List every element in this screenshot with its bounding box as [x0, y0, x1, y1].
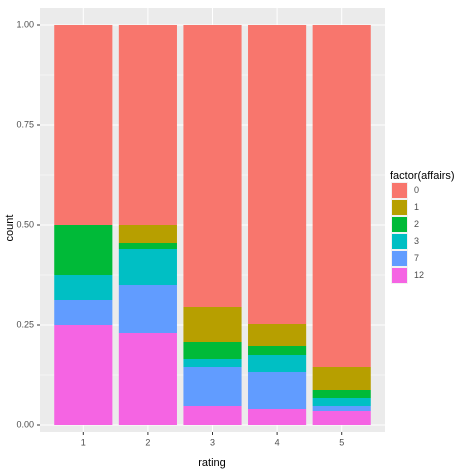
y-tick-label: 0.50: [16, 219, 34, 229]
bar-segment: [54, 275, 113, 300]
legend-key: [392, 217, 407, 232]
bar-segment: [183, 367, 242, 406]
bar-segment: [248, 25, 307, 324]
legend-label: 0: [414, 185, 419, 195]
bar-segment: [118, 225, 177, 243]
bar-segment: [312, 367, 371, 390]
legend-key: [392, 251, 407, 266]
y-tick-label: 0.00: [16, 419, 34, 429]
bar-segment: [183, 307, 242, 342]
x-axis-title: rating: [198, 457, 226, 469]
y-tick-label: 1.00: [16, 19, 34, 29]
legend-key: [392, 268, 407, 283]
x-tick-label: 2: [145, 437, 150, 447]
legend-label: 7: [414, 253, 419, 263]
x-tick-label: 1: [81, 437, 86, 447]
bar-segment: [248, 324, 307, 346]
bar-segment: [312, 406, 371, 411]
bar-segment: [54, 225, 113, 275]
x-tick-label: 5: [339, 437, 344, 447]
legend-label: 1: [414, 202, 419, 212]
bar-segment: [118, 249, 177, 285]
legend-title: factor(affairs): [390, 170, 455, 182]
legend-key: [392, 200, 407, 215]
legend-label: 12: [414, 270, 424, 280]
bar-segment: [183, 406, 242, 425]
bar-segment: [118, 25, 177, 225]
bar-segment: [248, 409, 307, 425]
bar-segment: [54, 25, 113, 225]
bar-segment: [118, 243, 177, 249]
bar-segment: [312, 390, 371, 398]
legend-label: 2: [414, 219, 419, 229]
y-tick-label: 0.25: [16, 319, 34, 329]
legend-key: [392, 234, 407, 249]
legend-key: [392, 183, 407, 198]
bar-segment: [183, 25, 242, 307]
y-tick-label: 0.75: [16, 119, 34, 129]
bar-segment: [248, 355, 307, 372]
legend-label: 3: [414, 236, 419, 246]
bar-segment: [248, 346, 307, 355]
y-axis-title: count: [4, 215, 16, 242]
x-tick-label: 4: [275, 437, 280, 447]
bar-segment: [312, 411, 371, 425]
bar-segment: [248, 372, 307, 409]
bar-segment: [312, 25, 371, 367]
bar-segment: [54, 325, 113, 425]
bar-segment: [183, 359, 242, 367]
bar-segment: [54, 300, 113, 325]
bar-segment: [118, 285, 177, 333]
bar-segment: [312, 398, 371, 406]
bar-segment: [183, 342, 242, 359]
bar-segment: [118, 333, 177, 425]
x-tick-label: 3: [210, 437, 215, 447]
